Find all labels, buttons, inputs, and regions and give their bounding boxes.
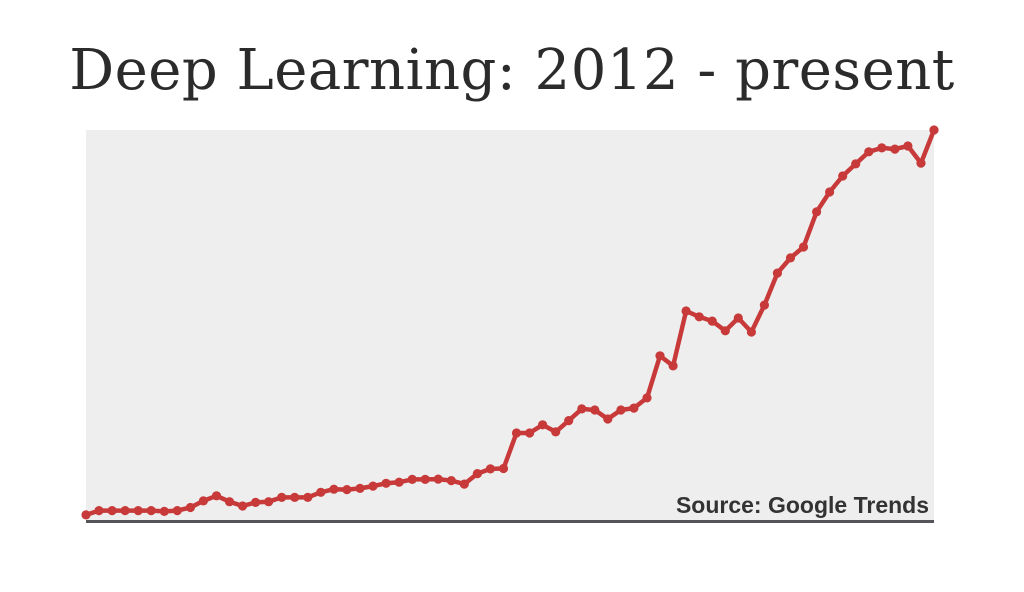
data-point-marker (785, 253, 796, 263)
data-point-marker (459, 479, 469, 489)
data-point-marker (511, 428, 522, 438)
trend-line-svg (81, 125, 939, 520)
data-point-marker (538, 420, 548, 430)
data-point-marker (903, 141, 913, 151)
data-point-marker (838, 171, 848, 181)
data-point-marker (681, 306, 691, 316)
data-point-marker (94, 506, 104, 516)
data-point-marker (381, 478, 391, 488)
data-point-marker (720, 326, 730, 336)
data-point-marker (211, 491, 222, 501)
data-point-marker (890, 144, 900, 154)
data-point-marker (603, 414, 613, 424)
data-point-marker (342, 485, 352, 495)
data-point-marker (877, 143, 887, 153)
data-point-marker (629, 403, 639, 413)
data-point-marker (251, 497, 261, 507)
data-point-marker (264, 497, 274, 507)
data-point-marker (485, 464, 495, 474)
data-point-marker (420, 474, 430, 484)
data-point-marker (329, 484, 339, 494)
data-point-marker (812, 207, 822, 217)
data-point-marker (394, 477, 404, 487)
data-point-marker (616, 405, 626, 415)
data-point-marker (277, 492, 287, 502)
trend-line (83, 127, 937, 518)
data-point-marker (551, 427, 561, 437)
data-point-marker (407, 474, 417, 484)
data-point-marker (368, 481, 378, 491)
data-point-marker (81, 510, 91, 520)
data-point-marker (472, 469, 482, 479)
data-point-marker (864, 147, 874, 157)
source-attribution-label: Source: Google Trends (675, 492, 929, 518)
data-point-marker (759, 300, 770, 310)
data-point-marker (146, 506, 156, 516)
data-point-marker (120, 506, 130, 516)
data-point-marker (851, 159, 861, 169)
data-point-marker (590, 405, 600, 415)
data-point-marker (525, 428, 535, 438)
data-point-marker (733, 313, 743, 323)
data-point-marker (772, 268, 783, 278)
data-point-marker (564, 416, 574, 426)
chart-title: Deep Learning: 2012 - present (69, 38, 955, 103)
data-point-marker (668, 361, 678, 371)
data-point-marker (316, 487, 326, 497)
data-point-marker (929, 125, 939, 135)
data-point-marker (290, 492, 300, 502)
data-point-marker (133, 506, 143, 516)
data-point-marker (577, 404, 587, 414)
data-point-marker (655, 351, 665, 361)
data-point-marker (172, 506, 182, 516)
data-point-marker (642, 393, 652, 403)
data-point-marker (707, 316, 717, 326)
data-point-marker (798, 242, 809, 252)
data-point-marker (433, 474, 443, 484)
data-point-marker (916, 158, 926, 168)
data-point-marker (825, 187, 835, 197)
data-point-marker (224, 497, 235, 507)
data-point-marker (355, 483, 365, 493)
data-point-marker (303, 492, 313, 502)
data-point-marker (498, 463, 509, 474)
plot-area: Source: Google Trends (81, 125, 939, 523)
data-point-marker (107, 506, 117, 516)
data-point-marker (198, 496, 208, 506)
data-point-marker (746, 327, 757, 337)
data-point-marker (159, 506, 169, 516)
data-point-marker (238, 501, 248, 511)
data-point-marker (446, 476, 456, 486)
data-point-marker (694, 312, 704, 322)
data-point-marker (185, 502, 195, 513)
